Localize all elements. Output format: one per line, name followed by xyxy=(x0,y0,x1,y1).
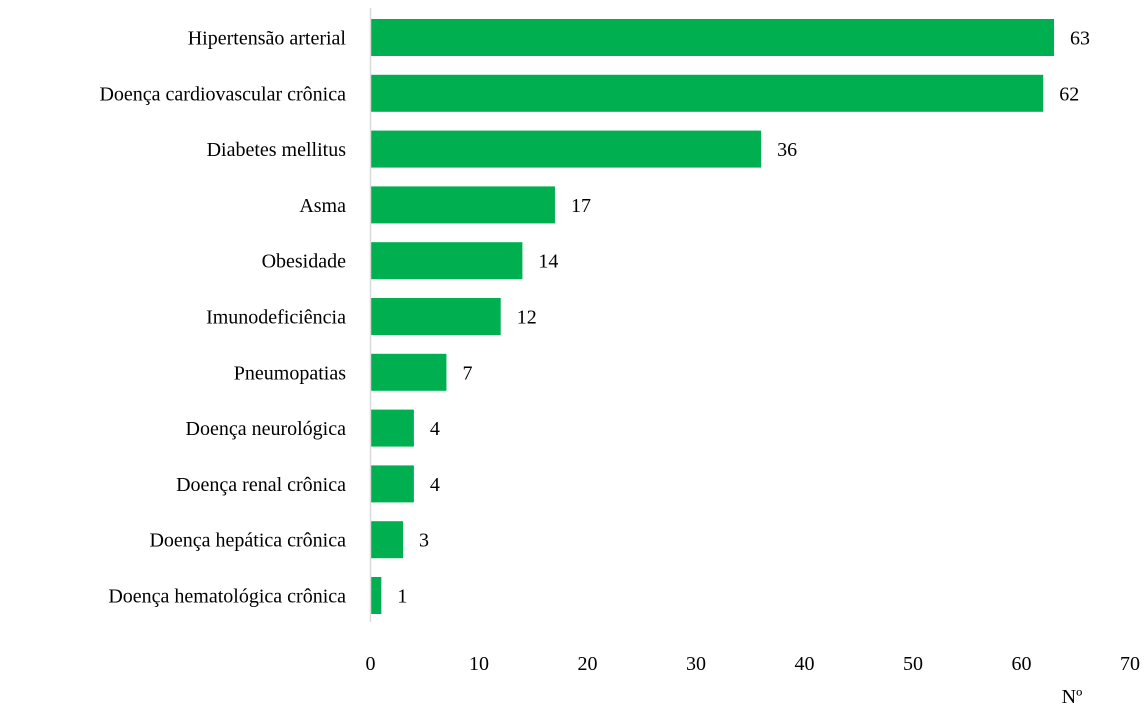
bars-layer xyxy=(370,19,1055,614)
category-label: Doença hematológica crônica xyxy=(108,586,346,608)
category-label: Imunodeficiência xyxy=(206,307,346,329)
category-label: Pneumopatias xyxy=(234,362,346,384)
bar xyxy=(370,74,1044,112)
category-label: Doença neurológica xyxy=(186,418,347,440)
x-tick-labels: 0 10 20 30 40 50 60 70 xyxy=(366,653,1141,675)
x-tick-label: 20 xyxy=(578,653,598,675)
bar xyxy=(370,242,523,280)
value-label: 36 xyxy=(777,139,797,161)
x-tick-label: 40 xyxy=(795,653,815,675)
x-tick-label: 10 xyxy=(469,653,489,675)
value-label: 62 xyxy=(1059,83,1079,105)
value-label: 3 xyxy=(419,530,429,552)
value-label: 17 xyxy=(571,195,591,217)
x-tick-label: 60 xyxy=(1012,653,1032,675)
category-label: Doença cardiovascular crônica xyxy=(99,83,346,105)
bar xyxy=(370,353,447,391)
bar xyxy=(370,577,382,614)
bar xyxy=(370,130,762,168)
labels-layer: Hipertensão arterial 63 Doença cardiovascu… xyxy=(99,28,1090,608)
value-label: 4 xyxy=(430,418,440,440)
category-label: Asma xyxy=(299,195,346,217)
x-tick-label: 0 xyxy=(366,653,376,675)
x-tick-label: 50 xyxy=(903,653,923,675)
bar xyxy=(370,521,404,559)
bar xyxy=(370,409,414,447)
x-axis-title: Nº xyxy=(1062,686,1083,708)
value-label: 1 xyxy=(397,586,407,608)
bar xyxy=(370,465,414,503)
value-label: 12 xyxy=(517,307,537,329)
x-tick-label: 30 xyxy=(686,653,706,675)
bar xyxy=(370,298,501,335)
value-label: 63 xyxy=(1070,28,1090,50)
bar xyxy=(370,19,1055,56)
value-label: 4 xyxy=(430,474,440,496)
category-label: Diabetes mellitus xyxy=(207,139,347,161)
bar xyxy=(370,186,555,224)
category-label: Doença renal crônica xyxy=(176,474,346,496)
value-label: 7 xyxy=(462,362,472,384)
category-label: Hipertensão arterial xyxy=(188,28,347,50)
category-label: Obesidade xyxy=(262,251,347,273)
category-label: Doença hepática crônica xyxy=(149,530,346,552)
value-label: 14 xyxy=(538,251,558,273)
x-tick-label: 70 xyxy=(1120,653,1140,675)
